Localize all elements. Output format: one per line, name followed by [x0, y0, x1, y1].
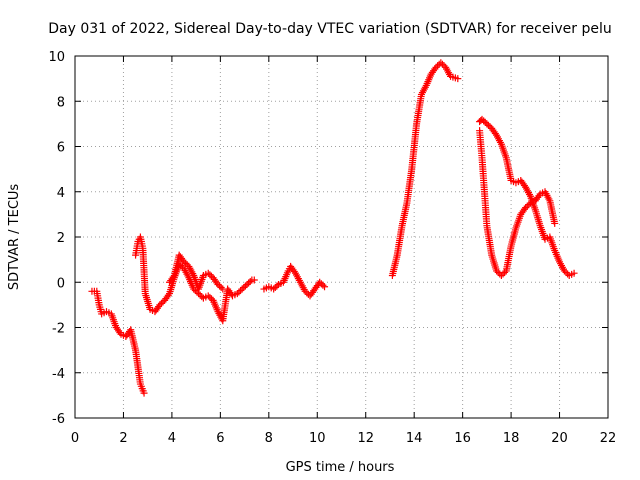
x-tick-label: 2	[119, 431, 127, 446]
data-point	[497, 271, 505, 279]
data-point	[116, 329, 124, 337]
y-axis-label: SDTVAR / TECUs	[7, 184, 22, 291]
series-arc-7	[476, 127, 559, 279]
data-point	[193, 288, 201, 296]
data-point	[478, 115, 486, 123]
data-point	[484, 121, 492, 129]
data-point	[157, 299, 165, 307]
data-point	[217, 284, 225, 292]
data-point	[434, 62, 442, 70]
y-tick-label: -2	[52, 322, 65, 337]
data-point	[437, 59, 445, 67]
data-point	[319, 281, 327, 289]
data-point	[562, 268, 570, 276]
x-tick-label: 20	[551, 431, 568, 446]
data-series	[88, 59, 578, 397]
data-point	[233, 290, 241, 298]
x-tick-label: 22	[600, 431, 617, 446]
data-point	[273, 282, 281, 290]
data-point	[196, 291, 204, 299]
x-tick-label: 12	[357, 431, 374, 446]
y-tick-label: 10	[48, 50, 65, 65]
series-arc-5	[388, 59, 462, 279]
data-point	[204, 269, 212, 277]
y-tick-label: -6	[52, 412, 65, 427]
x-tick-label: 0	[71, 431, 79, 446]
data-point	[290, 268, 298, 276]
series-arc-2	[132, 233, 258, 325]
y-tick-label: 0	[57, 276, 65, 291]
data-point	[301, 287, 309, 295]
data-point	[243, 281, 251, 289]
data-point	[270, 285, 278, 293]
data-point	[494, 268, 502, 276]
data-point	[182, 259, 190, 267]
x-tick-label: 16	[454, 431, 471, 446]
data-point	[493, 267, 501, 275]
data-point	[321, 283, 329, 291]
data-point	[481, 118, 489, 126]
y-tick-label: 8	[57, 95, 65, 110]
series-arc-4	[260, 262, 329, 300]
data-point	[491, 129, 499, 137]
data-point	[169, 273, 177, 281]
data-point	[245, 279, 253, 287]
series-arc-3	[165, 251, 227, 293]
y-tick-label: 2	[57, 231, 65, 246]
data-point	[180, 258, 188, 266]
data-point	[560, 267, 568, 275]
data-point	[483, 120, 491, 128]
data-point	[522, 204, 530, 212]
data-point	[238, 285, 246, 293]
grid	[75, 56, 608, 418]
series-arc-1	[88, 287, 148, 397]
data-point	[241, 282, 249, 290]
data-point	[317, 280, 325, 288]
x-tick-label: 4	[168, 431, 176, 446]
data-point	[525, 201, 533, 209]
y-tick-label: 4	[57, 186, 65, 201]
data-point	[235, 288, 243, 296]
data-point	[240, 284, 248, 292]
chart-title: Day 031 of 2022, Sidereal Day-to-day VTE…	[48, 21, 611, 37]
axis-ticks: 0 2 4 6 8 10 12 14 16 18 20 22 -6 -4 -2 0 2 4 6 8 10	[48, 50, 616, 446]
data-point	[570, 269, 578, 277]
data-point	[535, 192, 543, 200]
series-arc-6	[476, 115, 578, 279]
data-point	[501, 268, 509, 276]
data-point	[520, 182, 528, 190]
data-point	[454, 75, 462, 83]
data-point	[432, 63, 440, 71]
y-tick-label: 6	[57, 141, 65, 156]
data-point	[551, 219, 559, 227]
data-point	[216, 282, 224, 290]
x-tick-label: 6	[216, 431, 224, 446]
x-tick-label: 10	[309, 431, 326, 446]
data-point	[156, 301, 164, 309]
data-point	[214, 281, 222, 289]
data-point	[523, 202, 531, 210]
data-point	[316, 278, 324, 286]
data-point	[237, 287, 245, 295]
data-point	[219, 285, 227, 293]
x-axis-label: GPS time / hours	[286, 460, 395, 475]
data-point	[499, 270, 507, 278]
data-point	[206, 271, 214, 279]
data-point	[204, 292, 212, 300]
data-point	[250, 276, 258, 284]
data-point	[206, 293, 214, 301]
data-point	[438, 60, 446, 68]
data-point	[140, 389, 148, 397]
plot-frame	[74, 55, 609, 419]
x-tick-label: 18	[503, 431, 520, 446]
x-tick-label: 8	[265, 431, 273, 446]
y-tick-label: -4	[52, 367, 65, 382]
data-point	[246, 277, 254, 285]
data-point	[271, 284, 279, 292]
data-point	[480, 117, 488, 125]
x-tick-label: 14	[406, 431, 423, 446]
data-point	[164, 291, 172, 299]
